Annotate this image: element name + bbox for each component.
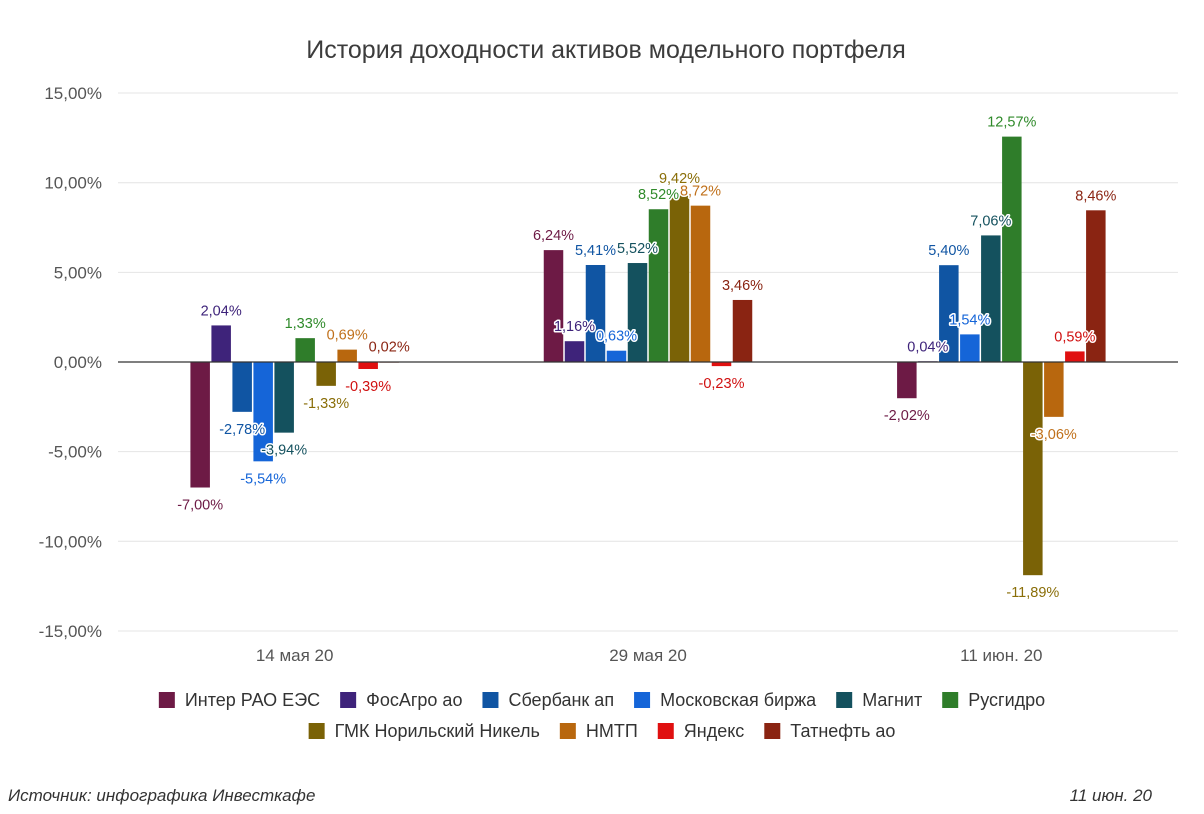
data-label: -2,02% — [884, 408, 930, 424]
bar — [316, 362, 336, 386]
chart: История доходности активов модельного по… — [39, 36, 1178, 741]
legend-swatch — [764, 723, 781, 739]
legend-swatch — [308, 723, 325, 739]
x-axis-ticks: 14 мая 20 29 мая 20 11 июн. 20 — [256, 646, 1043, 665]
x-tick-label: 11 июн. 20 — [960, 646, 1042, 665]
bar — [939, 265, 959, 362]
chart-title: История доходности активов модельного по… — [306, 36, 905, 64]
date-note: 11 июн. 20 — [1069, 786, 1152, 805]
data-label: 0,59% — [1054, 329, 1095, 345]
data-label: -0,23% — [699, 376, 745, 392]
data-label: -3,94% — [261, 443, 307, 459]
data-label: 1,33% — [285, 316, 326, 332]
data-label: 1,54% — [949, 312, 990, 328]
bars — [190, 136, 1106, 576]
y-tick-label: -10,00% — [39, 532, 102, 551]
bar — [606, 350, 627, 362]
legend-swatch — [340, 692, 357, 708]
data-labels: -7,00% 2,04% -2,78% -5,54% -3,94% 1,33% -1,33%… — [176, 113, 1118, 603]
bar — [1086, 210, 1106, 362]
legend: Интер РАО ЕЭС ФосАгро ао Сбербанк ап Москов… — [158, 690, 1045, 741]
y-tick-label: 5,00% — [54, 263, 102, 282]
legend-swatch — [634, 692, 651, 708]
y-tick-label: 10,00% — [44, 174, 102, 193]
bar — [232, 362, 252, 412]
x-tick-label: 14 мая 20 — [256, 646, 334, 665]
bar — [190, 362, 210, 488]
y-tick-label: -15,00% — [39, 622, 102, 641]
x-tick-label: 29 мая 20 — [609, 646, 687, 665]
data-label: 9,42% — [659, 171, 700, 187]
bar — [627, 263, 648, 362]
bar — [1023, 362, 1043, 576]
source-note: Источник: инфографика Инвесткафе — [8, 786, 316, 805]
gridlines — [118, 92, 1178, 632]
legend-swatch — [559, 723, 576, 739]
legend-entry: ФосАгро ао — [366, 690, 462, 710]
data-label: -11,89% — [1006, 585, 1059, 601]
bar — [648, 209, 669, 362]
data-label: 0,69% — [327, 328, 368, 344]
data-label: 0,04% — [907, 339, 948, 355]
data-label: 5,52% — [617, 241, 658, 257]
data-label: 3,46% — [722, 278, 763, 294]
bar — [1044, 362, 1064, 417]
data-label: 8,46% — [1075, 188, 1116, 204]
legend-swatch — [158, 692, 175, 708]
data-label: -3,06% — [1031, 427, 1077, 443]
legend-entry: Русгидро — [968, 690, 1045, 710]
legend-swatch — [836, 692, 853, 708]
legend-entry: ГМК Норильский Никель — [335, 721, 540, 741]
data-label: 12,57% — [987, 115, 1036, 131]
legend-entry: Сбербанк ап — [508, 690, 614, 710]
data-label: -7,00% — [177, 498, 223, 514]
data-label: 5,41% — [575, 243, 616, 259]
bar — [1002, 136, 1022, 362]
bar — [211, 325, 231, 362]
bar — [897, 362, 917, 399]
data-label: 7,06% — [970, 213, 1011, 229]
data-label: -1,33% — [303, 396, 349, 412]
data-label: 0,63% — [596, 329, 637, 345]
bar — [1065, 351, 1085, 362]
data-label: 8,52% — [638, 187, 679, 203]
legend-swatch — [942, 692, 959, 708]
bar — [585, 264, 606, 362]
legend-entry: Московская биржа — [660, 690, 817, 710]
y-tick-label: 0,00% — [54, 353, 102, 372]
data-label: 6,24% — [533, 228, 574, 244]
data-label: 2,04% — [201, 303, 242, 319]
bar — [295, 338, 315, 362]
data-label: 0,02% — [369, 340, 410, 356]
bar — [711, 362, 732, 367]
bar — [669, 193, 690, 362]
data-label: -0,39% — [345, 379, 391, 395]
bar — [690, 205, 711, 362]
y-tick-label: -5,00% — [48, 443, 102, 462]
bar — [543, 250, 564, 362]
legend-entry: Яндекс — [684, 721, 745, 741]
bar — [253, 362, 273, 462]
bar — [960, 334, 980, 362]
legend-entry: Интер РАО ЕЭС — [185, 690, 320, 710]
data-label: 8,72% — [680, 184, 721, 200]
bar — [337, 349, 357, 362]
bar — [981, 235, 1001, 362]
legend-entry: Татнефть ао — [790, 721, 895, 741]
bar — [274, 362, 294, 433]
legend-swatch — [482, 692, 499, 708]
data-label: 1,16% — [554, 319, 595, 335]
y-axis-ticks: 15,00% 10,00% 5,00% 0,00% -5,00% -10,00% -15,0… — [39, 84, 102, 641]
bar — [732, 299, 753, 362]
data-label: -2,78% — [219, 422, 265, 438]
legend-entry: Магнит — [862, 690, 922, 710]
bar — [564, 341, 585, 362]
legend-entry: НМТП — [586, 721, 638, 741]
data-label: -5,54% — [240, 471, 286, 487]
data-label: 5,40% — [928, 243, 969, 259]
y-tick-label: 15,00% — [44, 84, 102, 103]
bar — [358, 362, 378, 369]
legend-swatch — [657, 723, 674, 739]
